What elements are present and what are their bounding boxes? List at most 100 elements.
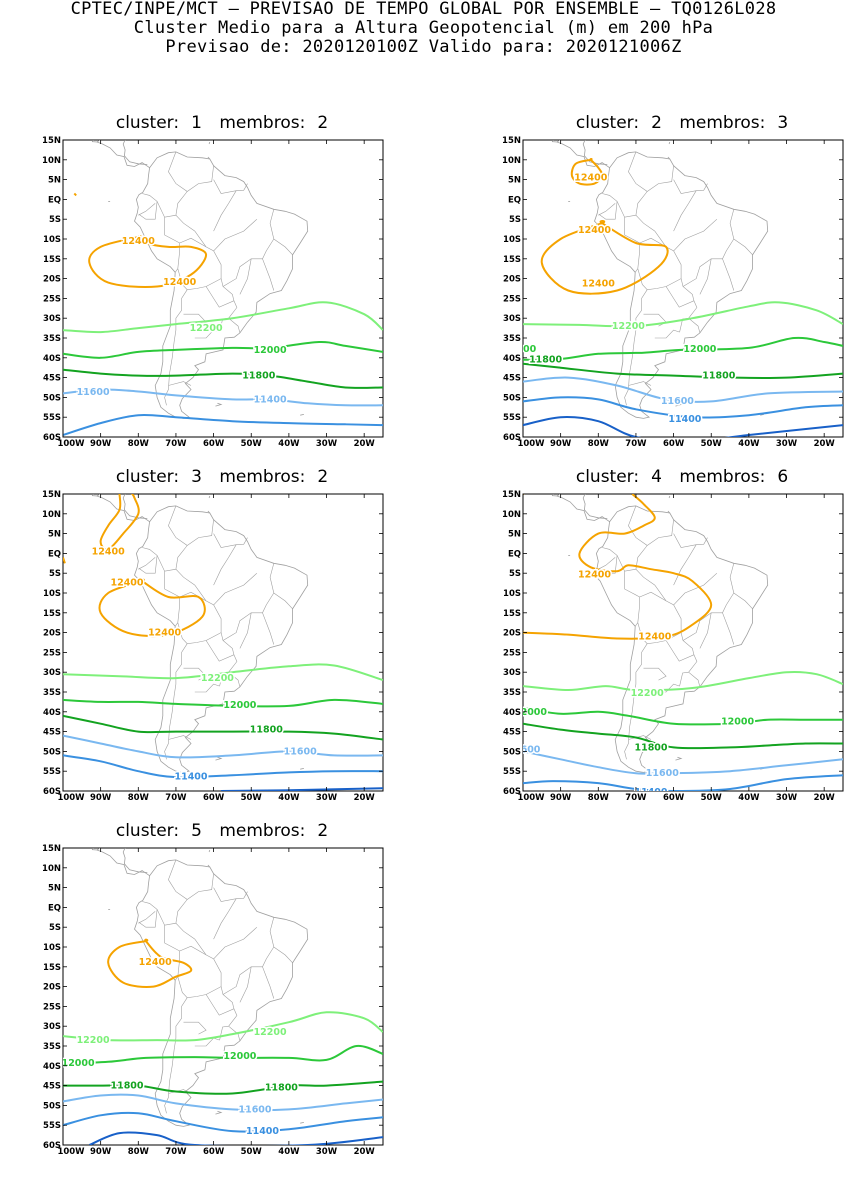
contour-12400 [107, 938, 193, 988]
membros-label: membros: [679, 113, 766, 133]
lon-tick-label: 90W [550, 439, 572, 449]
lon-tick-label: 20W [814, 439, 836, 449]
cluster-label: cluster: [115, 821, 180, 841]
contour-11200 [523, 416, 843, 437]
lat-tick-label: 15S [43, 963, 61, 973]
lon-tick-label: 100W [57, 439, 85, 449]
membros-number: 3 [777, 113, 789, 133]
contour-labels: 12400 12200 12200 12000 12000 11800 11800 11600… [62, 956, 300, 1139]
lat-tick-label: 25S [503, 294, 521, 304]
panel-title: cluster: 3 membros: 2 [57, 467, 387, 487]
lat-tick-label: 30S [503, 314, 521, 324]
lat-tick-label: EQ [48, 195, 61, 205]
membros-label: membros: [679, 467, 766, 487]
contour-12000 [63, 698, 383, 708]
lat-tick-label: 15N [42, 844, 61, 854]
contour-lines [523, 158, 843, 437]
contour-label: 12000 [223, 1051, 256, 1062]
contour-label: 12400 [139, 957, 172, 968]
map-frame [62, 847, 384, 1146]
lat-tick-label: 25S [43, 1002, 61, 1012]
lon-tick-label: 70W [625, 793, 647, 803]
lon-tick-label: 70W [165, 439, 187, 449]
lat-tick-label: 50S [503, 393, 521, 403]
contour-11600 [63, 388, 383, 407]
contour-11600 [523, 376, 843, 403]
contour-label: 11600 [238, 1104, 271, 1115]
lat-tick-label: 60S [503, 787, 521, 797]
lat-tick-label: 40S [43, 354, 61, 364]
lon-tick-label: 70W [625, 439, 647, 449]
lat-tick-label: EQ [48, 903, 61, 913]
lon-tick-label: 30W [776, 439, 798, 449]
page-header: CPTEC/INPE/MCT – PREVISAO DE TEMPO GLOBA… [0, 0, 847, 57]
lon-tick-label: 60W [663, 793, 685, 803]
lat-tick-label: 15S [503, 255, 521, 265]
contour-label: 11800 [634, 742, 667, 753]
contour-12400 [63, 557, 66, 564]
lat-tick-label: 5N [508, 176, 521, 186]
cluster-number: 2 [651, 113, 662, 133]
geopotential-map: 12400 12400 12200 12000 12000 11800 600 11600 11… [502, 490, 844, 803]
contour-label: 11800 [110, 1081, 143, 1092]
contour-label: 11400 [634, 787, 667, 798]
contour-11800 [523, 722, 843, 750]
map-panel-cluster-4: cluster: 4 membros: 6 12400 12400 12200 12000… [502, 467, 847, 839]
map-frame [522, 139, 844, 438]
lat-tick-label: 10S [43, 235, 61, 245]
contour-label: 11600 [646, 768, 679, 779]
contour-lines [523, 494, 843, 791]
contour-12000 [523, 336, 843, 361]
header-dates: Previsao de: 2020120100Z Valido para: 20… [165, 37, 682, 57]
contour-12400 [540, 219, 669, 295]
cluster-label: cluster: [115, 467, 180, 487]
contour-12200 [523, 301, 843, 328]
contour-label: 11800 [529, 354, 562, 365]
lat-tick-label: 5S [49, 569, 61, 579]
contour-label: 12400 [578, 569, 611, 580]
lon-tick-label: 50W [241, 1147, 263, 1157]
membros-number: 2 [317, 467, 329, 487]
contour-11800 [63, 714, 383, 741]
contour-label: 12400 [638, 632, 671, 643]
lat-tick-label: 5S [49, 215, 61, 225]
contour-label: 12400 [122, 236, 155, 247]
lon-tick-label: 90W [90, 439, 112, 449]
contour-12400 [88, 235, 208, 288]
lat-tick-label: 30S [43, 668, 61, 678]
lat-tick-label: 5N [508, 530, 521, 540]
contour-label: 12200 [254, 1027, 287, 1038]
lat-tick-label: 25S [43, 294, 61, 304]
lat-tick-label: 50S [503, 747, 521, 757]
contour-label: 11800 [250, 725, 283, 736]
lat-tick-label: 10N [502, 156, 521, 166]
lat-tick-label: 45S [503, 374, 521, 384]
lat-tick-label: 55S [503, 413, 521, 423]
lat-tick-label: 15N [502, 136, 521, 146]
contour-11400 [523, 774, 843, 791]
lon-tick-label: 70W [165, 1147, 187, 1157]
lat-tick-label: 60S [43, 1141, 61, 1151]
contour-11400 [63, 413, 383, 436]
contour-11800 [523, 362, 843, 379]
contour-label: 12200 [201, 673, 234, 684]
lat-tick-label: 20S [43, 275, 61, 285]
lat-tick-label: 35S [43, 688, 61, 698]
lon-tick-label: 50W [241, 439, 263, 449]
geopotential-map: 1240012400124001220020001180012000118001… [502, 136, 844, 449]
contour-12400 [570, 158, 604, 186]
lat-tick-label: 40S [43, 708, 61, 718]
lat-tick-label: 35S [503, 688, 521, 698]
contour-11400 [63, 754, 383, 779]
cluster-number: 5 [191, 821, 202, 841]
lat-tick-label: 35S [43, 334, 61, 344]
contour-label: 12000 [62, 1058, 95, 1069]
lat-tick-label: 45S [503, 728, 521, 738]
lat-tick-label: 15S [503, 609, 521, 619]
contour-label: 12000 [721, 717, 754, 728]
contour-11200 [89, 1131, 383, 1145]
contour-label: 12000 [683, 344, 716, 355]
contour-labels: 12400 12400 12200 12000 11800 11600 11400 [75, 235, 288, 407]
lat-tick-label: 5S [49, 923, 61, 933]
